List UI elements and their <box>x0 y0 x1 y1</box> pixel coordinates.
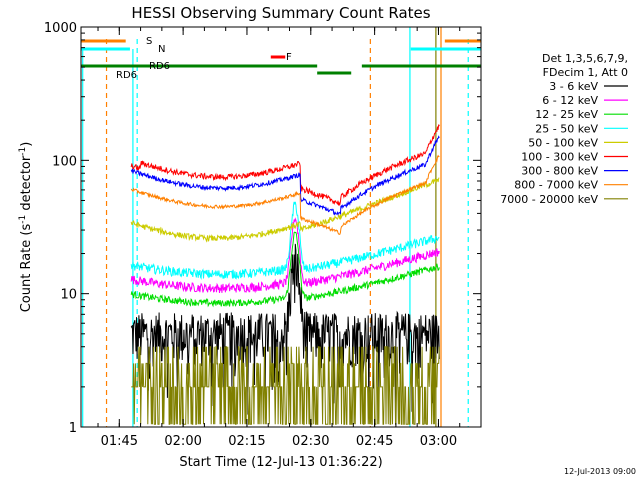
series-line-2 <box>130 231 440 308</box>
flag-label-s: S <box>146 36 152 47</box>
x-tick-label: 02:15 <box>228 434 265 449</box>
series-line-3 <box>130 201 440 280</box>
y-tick-label: 10 <box>60 288 77 303</box>
flag-label-f: F <box>286 52 292 63</box>
y-tick-label: 100 <box>52 154 77 169</box>
legend-label-3: 25 - 50 keV <box>535 122 598 135</box>
plot-frame <box>80 26 482 428</box>
series-line-8 <box>131 346 440 425</box>
axes: 1 10 100 1000 01:45 02:00 02:15 02:30 02:45 03:00 <box>44 21 482 449</box>
y-axis-label: Count Rate (s-1 detector-1) <box>18 142 34 313</box>
legend-label-6: 300 - 800 keV <box>521 165 598 178</box>
plot-area: SN RD6 RD6 F <box>81 27 481 427</box>
series-line-5 <box>130 124 440 207</box>
series-line-7 <box>130 154 440 235</box>
x-axis-label: Start Time (12-Jul-13 01:36:22) <box>179 455 382 470</box>
y-tick-label: 1000 <box>44 21 77 36</box>
legend-label-1: 6 - 12 keV <box>542 94 598 107</box>
flag-label-n: N <box>158 44 165 55</box>
series-line-0 <box>130 243 440 421</box>
legend-label-8: 7000 - 20000 keV <box>500 193 598 206</box>
x-tick-label: 02:00 <box>164 434 201 449</box>
x-tick-label: 02:45 <box>356 434 393 449</box>
x-tick-label: 02:30 <box>292 434 329 449</box>
series-line-4 <box>130 177 440 243</box>
flag-label-rd6-upper: RD6 <box>149 61 170 72</box>
timestamp: 12-Jul-2013 09:00 <box>564 467 636 476</box>
legend-header-line-2: FDecim 1, Att 0 <box>543 66 628 79</box>
legend-header-line-1: Det 1,3,5,6,7,9, <box>542 52 628 65</box>
legend-label-7: 800 - 7000 keV <box>514 179 598 192</box>
legend-label-2: 12 - 25 keV <box>535 108 598 121</box>
legend-label-0: 3 - 6 keV <box>549 80 598 93</box>
legend-label-4: 50 - 100 keV <box>528 136 598 149</box>
flag-label-rd6-lower: RD6 <box>116 70 137 81</box>
y-tick-label: 1 <box>69 421 77 436</box>
x-tick-label: 01:45 <box>101 434 138 449</box>
series-line-6 <box>130 135 440 216</box>
chart-title: HESSI Observing Summary Count Rates <box>131 4 430 22</box>
x-tick-label: 03:00 <box>420 434 457 449</box>
series-line-1 <box>130 217 440 294</box>
legend-label-5: 100 - 300 keV <box>521 151 598 164</box>
